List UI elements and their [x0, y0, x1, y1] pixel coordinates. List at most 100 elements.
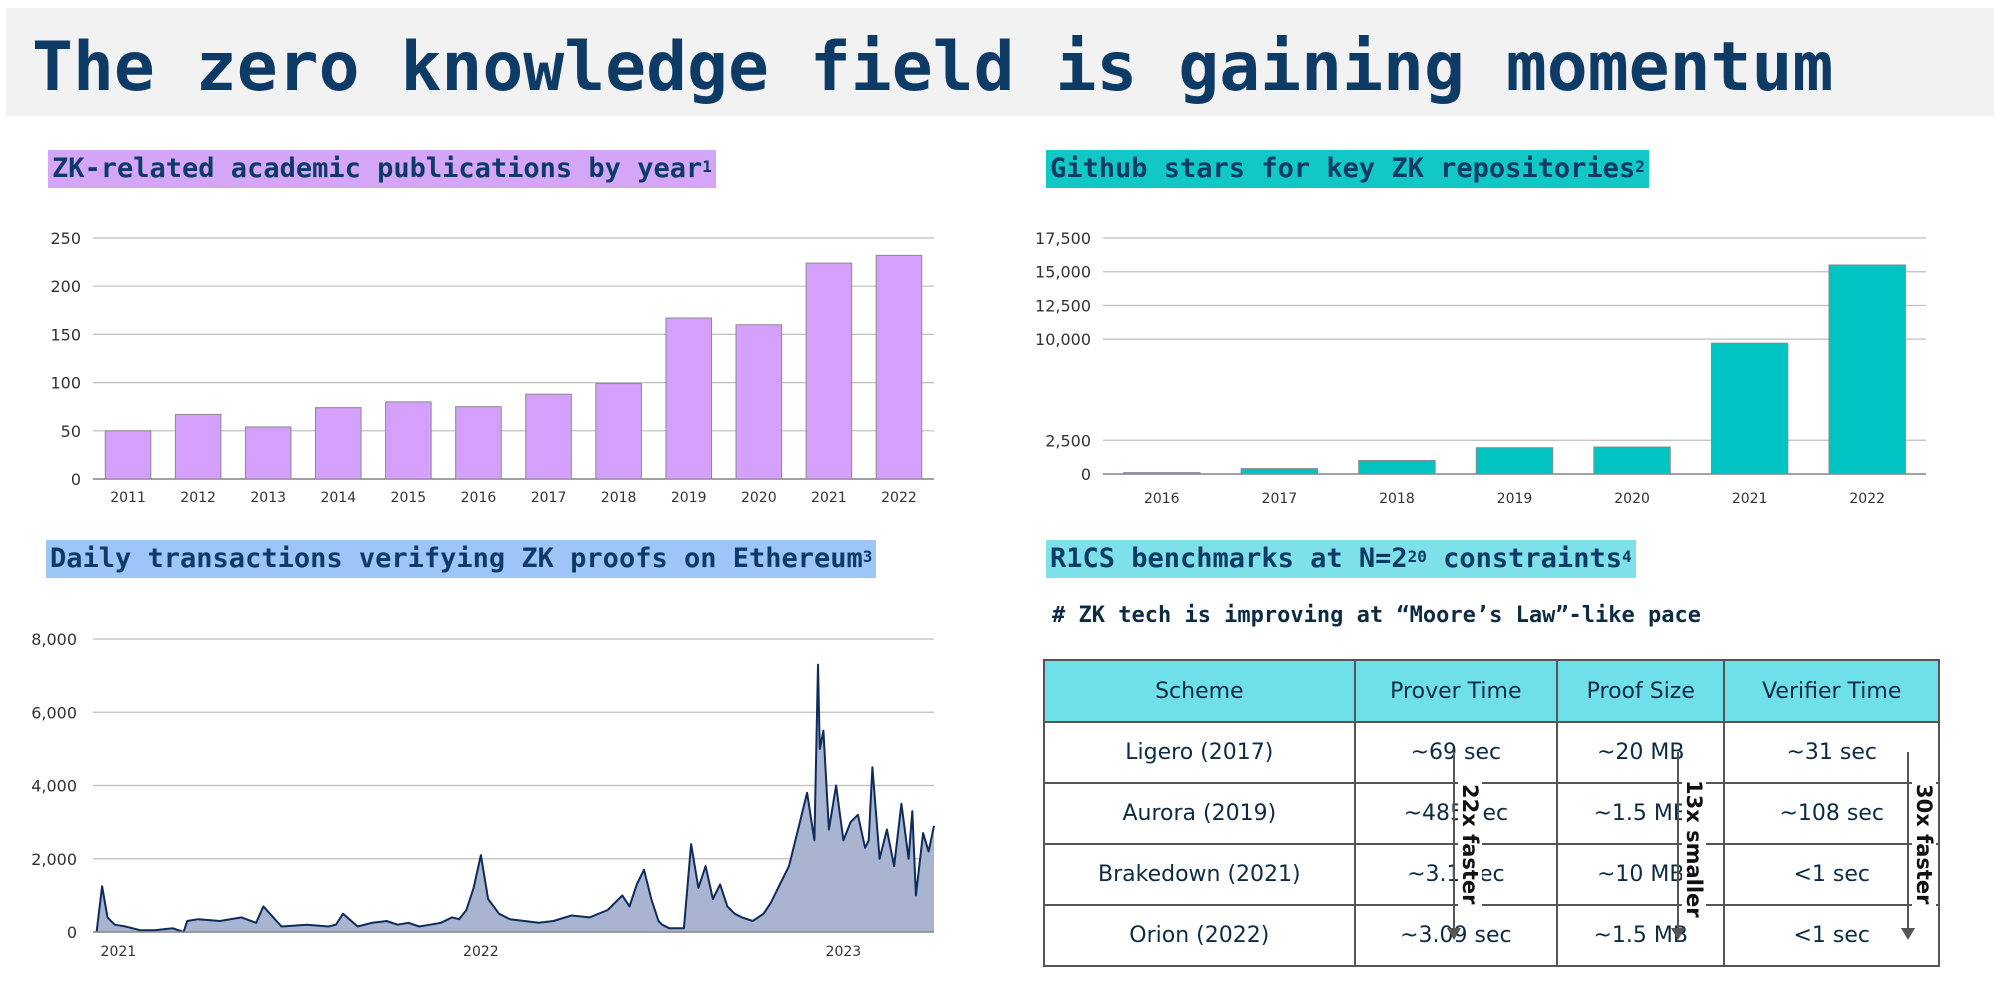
pubs-ytick-label: 200	[50, 277, 81, 296]
stars-bar-2020	[1593, 446, 1671, 475]
title-bar: The zero knowledge field is gaining mome…	[6, 8, 1994, 116]
tx-ytick-label: 4,000	[31, 777, 77, 796]
tx-xtick-label: 2023	[826, 944, 862, 960]
cell-verifier-time: ~31 sec	[1723, 721, 1940, 784]
tx-ytick-label: 6,000	[31, 703, 77, 722]
pubs-xtick-label: 2014	[320, 490, 356, 506]
r1cs-benchmark-table: Scheme Prover Time Proof Size Verifier T…	[1043, 659, 1940, 967]
pubs-xtick-label: 2015	[391, 490, 427, 506]
cell-scheme: Aurora (2019)	[1043, 782, 1356, 845]
tx-ytick-label: 8,000	[31, 630, 77, 649]
tx-xtick-label: 2022	[463, 944, 499, 960]
r1cs-benchmarks-title: R1CS benchmarks at N=220 constraints4	[1046, 540, 1636, 578]
pubs-bar-2013	[244, 426, 292, 480]
pubs-bar-2021	[805, 262, 853, 480]
tx-area-fill	[96, 664, 935, 932]
stars-ytick-label: 0	[1081, 465, 1091, 484]
pubs-xtick-label: 2011	[110, 490, 146, 506]
tx-xtick-label: 2021	[101, 944, 137, 960]
pubs-xtick-label: 2022	[881, 490, 917, 506]
pubs-bar-2017	[525, 393, 572, 480]
verifier-trend-arrow	[1901, 752, 1915, 940]
pubs-xtick-label: 2019	[671, 490, 707, 506]
stars-xtick-label: 2017	[1262, 491, 1298, 507]
page-title: The zero knowledge field is gaining mome…	[32, 28, 1834, 107]
cell-proof-size: ~20 MB	[1556, 721, 1726, 784]
pubs-ytick-label: 150	[50, 325, 81, 344]
stars-bar-2017	[1240, 468, 1319, 475]
pubs-xtick-label: 2017	[531, 490, 567, 506]
stars-bar-2018	[1358, 460, 1436, 475]
stars-ytick-label: 10,000	[1035, 330, 1091, 349]
daily-transactions-chart-title: Daily transactions verifying ZK proofs o…	[46, 540, 877, 578]
stars-xtick-label: 2020	[1614, 491, 1650, 507]
cell-scheme: Ligero (2017)	[1043, 721, 1356, 784]
pubs-xtick-label: 2012	[180, 490, 216, 506]
pubs-bar-2018	[595, 383, 642, 480]
stars-xtick-label: 2019	[1497, 491, 1533, 507]
pubs-ytick-label: 50	[61, 422, 81, 441]
pubs-xtick-label: 2018	[601, 490, 637, 506]
publications-chart-title: ZK-related academic publications by year…	[48, 150, 716, 188]
table-header-row: Scheme Prover Time Proof Size Verifier T…	[1043, 659, 1940, 723]
stars-bar-2022	[1828, 264, 1906, 475]
tx-ytick-label: 2,000	[31, 850, 77, 869]
cell-prover-time: ~3.1 sec	[1353, 843, 1559, 906]
cell-prover-time: ~69 sec	[1353, 721, 1559, 784]
stars-xtick-label: 2022	[1849, 491, 1885, 507]
header-verifier-time: Verifier Time	[1723, 659, 1940, 723]
pubs-bar-2022	[875, 254, 923, 480]
cell-prover-time: ~485 sec	[1353, 782, 1559, 845]
header-proof-size: Proof Size	[1556, 659, 1726, 723]
pubs-bar-2016	[455, 406, 502, 480]
prover-trend-arrow	[1447, 752, 1461, 940]
pubs-bar-2019	[665, 317, 712, 480]
stars-ytick-label: 17,500	[1035, 229, 1091, 248]
pubs-bar-2012	[174, 413, 222, 480]
stars-ytick-label: 2,500	[1045, 431, 1091, 450]
table-row: Brakedown (2021) ~3.1 sec ~10 MB <1 sec	[1043, 843, 1940, 906]
stars-bar-2016	[1123, 472, 1201, 475]
stars-xtick-label: 2018	[1379, 491, 1415, 507]
github-stars-chart-title: Github stars for key ZK repositories2	[1046, 150, 1649, 188]
cell-verifier-time: ~108 sec	[1723, 782, 1940, 845]
moores-law-note: # ZK tech is improving at “Moore’s Law”-…	[1052, 603, 1702, 628]
header-scheme: Scheme	[1043, 659, 1356, 723]
pubs-bar-2020	[735, 324, 783, 480]
proof-size-trend-label: 13x smaller	[1682, 778, 1706, 920]
tx-ytick-label: 0	[67, 923, 77, 942]
footnote-4: 4	[1621, 547, 1632, 566]
pubs-xtick-label: 2016	[461, 490, 497, 506]
pubs-ytick-label: 0	[71, 470, 81, 489]
stars-ytick-label: 15,000	[1035, 263, 1091, 282]
exponent: 20	[1407, 547, 1427, 566]
proof-size-trend-arrow	[1671, 752, 1685, 940]
pubs-ytick-label: 100	[50, 374, 81, 393]
verifier-trend-label: 30x faster	[1912, 782, 1936, 907]
table-row: Ligero (2017) ~69 sec ~20 MB ~31 sec	[1043, 721, 1940, 784]
footnote-2: 2	[1635, 157, 1645, 176]
table-row: Aurora (2019) ~485 sec ~1.5 MB ~108 sec	[1043, 782, 1940, 845]
stars-xtick-label: 2021	[1732, 491, 1768, 507]
cell-scheme: Brakedown (2021)	[1043, 843, 1356, 906]
cell-scheme: Orion (2022)	[1043, 904, 1356, 967]
pubs-bar-2014	[315, 407, 362, 480]
pubs-xtick-label: 2020	[741, 490, 777, 506]
footnote-1: 1	[702, 157, 712, 176]
pubs-bar-2015	[385, 401, 432, 480]
pubs-xtick-label: 2021	[811, 490, 847, 506]
prover-trend-label: 22x faster	[1458, 782, 1482, 907]
stars-xtick-label: 2016	[1144, 491, 1180, 507]
pubs-xtick-label: 2013	[250, 490, 286, 506]
pubs-bar-2011	[104, 430, 152, 480]
pubs-ytick-label: 250	[50, 229, 81, 248]
stars-ytick-label: 12,500	[1035, 296, 1091, 315]
stars-bar-2021	[1710, 342, 1789, 475]
stars-bar-2019	[1475, 447, 1554, 475]
tx-series-line	[95, 663, 935, 933]
table-row: Orion (2022) ~3.09 sec ~1.5 MB <1 sec	[1043, 904, 1940, 967]
cell-verifier-time: <1 sec	[1723, 843, 1940, 906]
